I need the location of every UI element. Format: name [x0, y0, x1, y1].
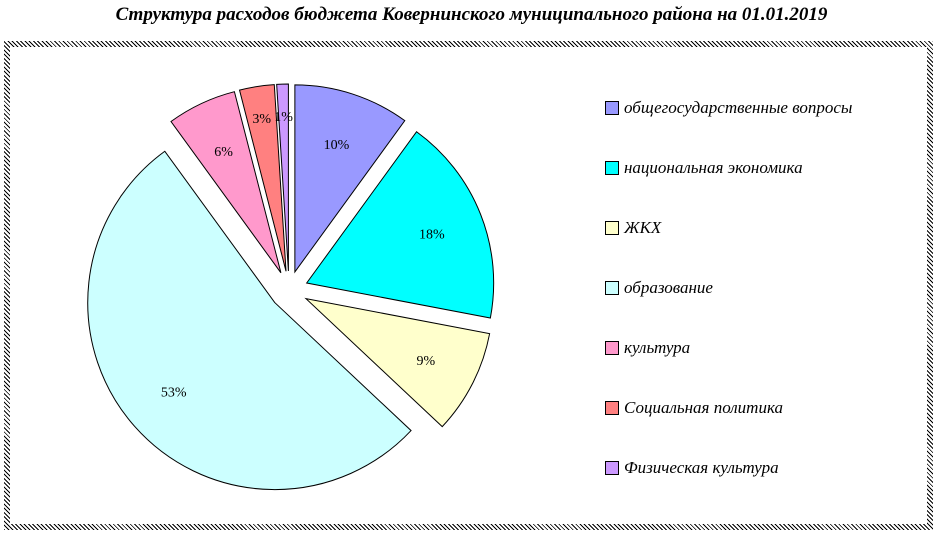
legend-swatch [605, 161, 619, 175]
data-label: 1% [274, 110, 293, 125]
legend-label: национальная экономика [624, 158, 803, 177]
pie-slice [238, 84, 287, 272]
legend-item: общегосударственные вопросы [605, 98, 852, 118]
data-label: 18% [419, 227, 445, 242]
legend-item: культура [605, 338, 690, 358]
pie-slice [170, 91, 282, 274]
pie-slice [305, 131, 495, 319]
legend-swatch [605, 101, 619, 115]
data-label: 6% [214, 145, 233, 160]
data-label: 9% [417, 354, 436, 369]
legend-swatch [605, 221, 619, 235]
legend-swatch [605, 341, 619, 355]
legend-label: ЖКХ [624, 218, 662, 237]
legend-label: Социальная политика [624, 398, 783, 417]
legend-swatch [605, 461, 619, 475]
data-label: 53% [161, 386, 187, 401]
data-label: 3% [252, 112, 271, 127]
chart-title: Структура расходов бюджета Ковернинского… [115, 4, 828, 25]
legend-item: Физическая культура [605, 458, 779, 478]
legend-swatch [605, 401, 619, 415]
legend-label: общегосударственные вопросы [624, 98, 853, 117]
legend-item: национальная экономика [605, 158, 803, 178]
pie-slice [294, 84, 406, 274]
legend-swatch [605, 281, 619, 295]
legend-label: Физическая культура [624, 458, 779, 477]
pie-slice [87, 150, 412, 490]
legend-item: Социальная политика [605, 398, 783, 418]
pie-slice [304, 297, 491, 428]
pie-slice [276, 83, 289, 272]
legend-label: образование [624, 278, 713, 297]
legend-item: ЖКХ [605, 218, 661, 238]
legend-item: образование [605, 278, 713, 298]
legend-label: культура [624, 338, 691, 357]
data-label: 10% [324, 138, 350, 153]
